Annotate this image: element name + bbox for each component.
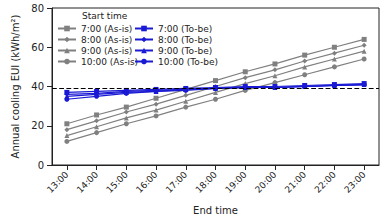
- svg-text:0: 0: [38, 160, 44, 171]
- svg-text:17:00: 17:00: [164, 169, 190, 195]
- svg-text:20:00: 20:00: [253, 169, 279, 195]
- svg-text:20: 20: [31, 120, 44, 131]
- svg-text:15:00: 15:00: [104, 169, 130, 195]
- svg-text:23:00: 23:00: [342, 169, 368, 195]
- svg-text:Annual cooling EUI (kWh/m²): Annual cooling EUI (kWh/m²): [10, 15, 21, 159]
- svg-text:40: 40: [31, 81, 44, 92]
- svg-text:End time: End time: [193, 205, 238, 216]
- svg-text:7:00 (To-be): 7:00 (To-be): [158, 24, 212, 34]
- svg-text:14:00: 14:00: [75, 169, 101, 195]
- svg-text:22:00: 22:00: [313, 169, 339, 195]
- svg-text:9:00 (As-is): 9:00 (As-is): [81, 46, 132, 56]
- svg-text:80: 80: [31, 3, 44, 14]
- svg-text:8:00 (As-is): 8:00 (As-is): [81, 35, 132, 45]
- svg-text:13:00: 13:00: [45, 169, 71, 195]
- svg-text:16:00: 16:00: [134, 169, 160, 195]
- svg-text:7:00 (As-is): 7:00 (As-is): [81, 24, 132, 34]
- svg-text:8:00 (To-be): 8:00 (To-be): [158, 35, 212, 45]
- svg-text:60: 60: [31, 42, 44, 53]
- svg-text:9:00 (To-be): 9:00 (To-be): [158, 46, 212, 56]
- svg-text:21:00: 21:00: [283, 169, 309, 195]
- svg-text:18:00: 18:00: [194, 169, 220, 195]
- svg-text:Start time: Start time: [82, 11, 128, 21]
- svg-text:10:00 (To-be): 10:00 (To-be): [158, 57, 218, 67]
- svg-text:19:00: 19:00: [223, 169, 249, 195]
- svg-text:10:00 (As-is): 10:00 (As-is): [81, 57, 138, 67]
